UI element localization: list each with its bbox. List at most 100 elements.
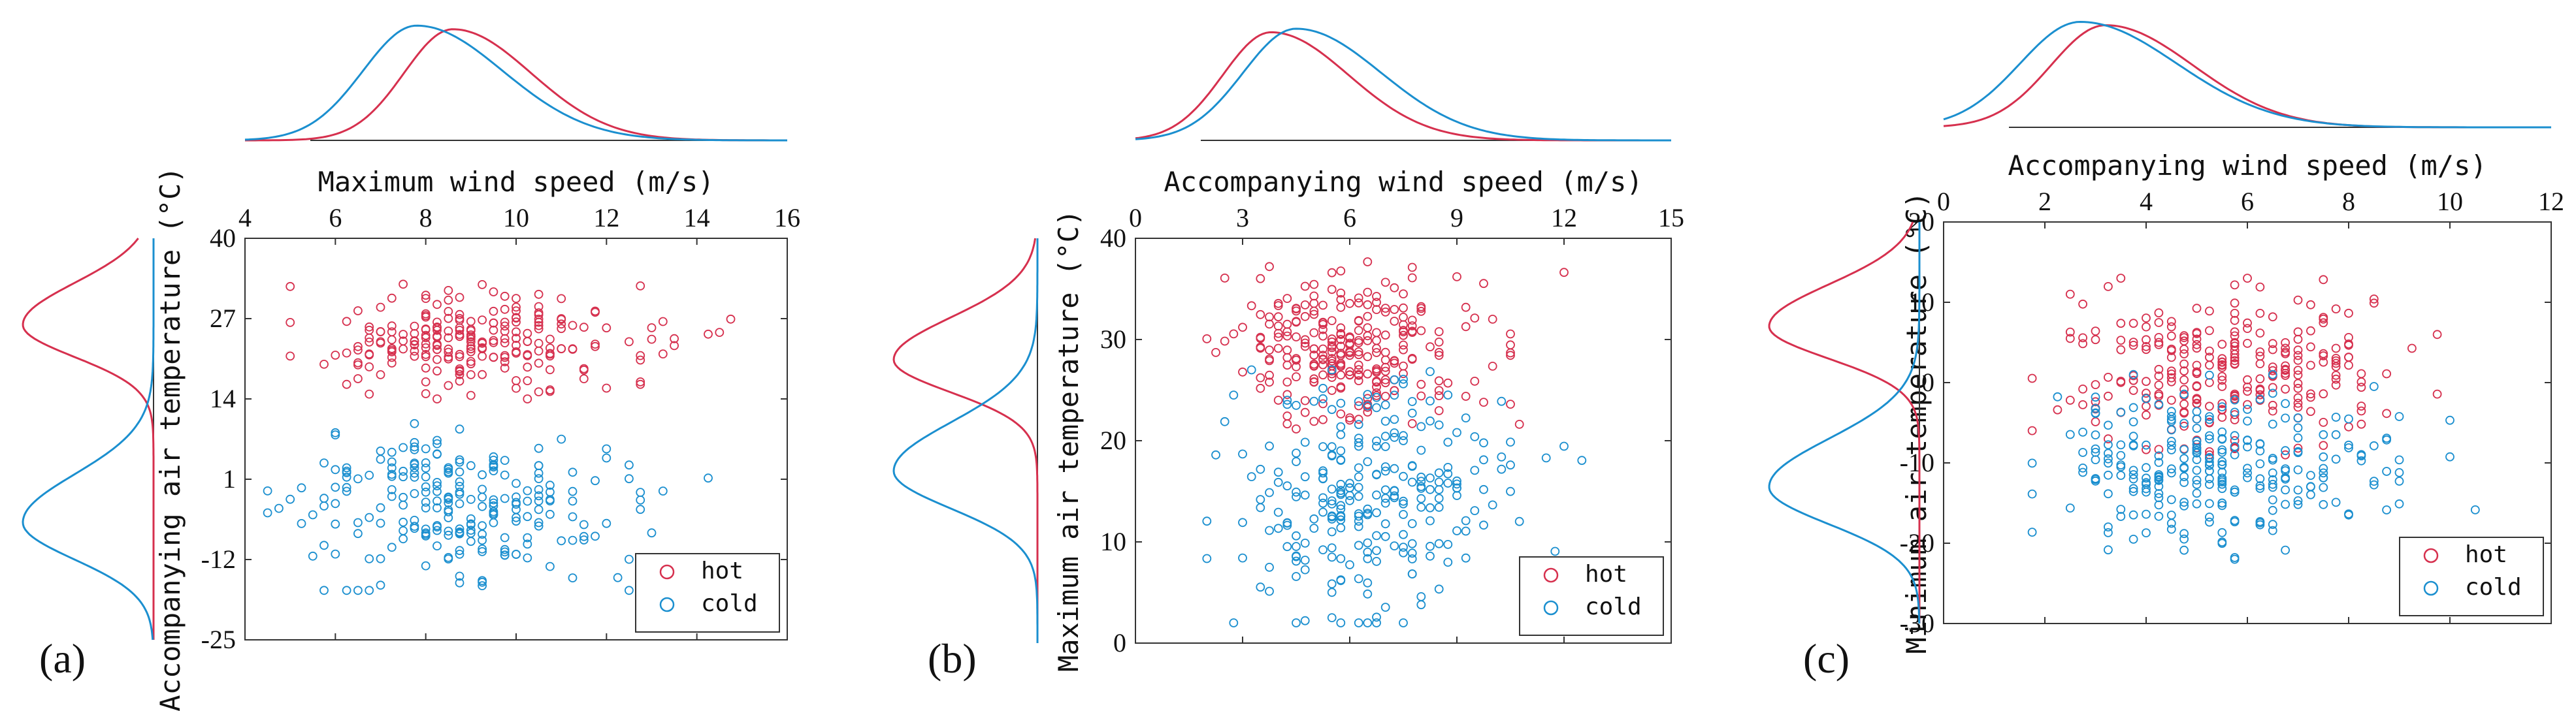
scatter-point-hot [455,367,465,376]
scatter-point-hot [636,377,645,387]
scatter-point-cold [444,494,453,504]
scatter-point-hot [1407,419,1417,428]
scatter-point-cold [2217,473,2227,483]
scatter-point-cold [1399,431,1408,441]
scatter-point-cold [1292,457,1301,466]
scatter-point-cold [387,471,397,481]
scatter-point-hot [432,325,442,335]
scatter-point-hot [478,315,487,325]
scatter-point-cold [1399,529,1408,539]
scatter-point-hot [478,279,487,289]
scatter-point-cold [1336,398,1346,408]
scatter-point-cold [2281,399,2291,408]
scatter-point-cold [2204,431,2214,441]
scatter-point-cold [2154,476,2164,485]
scatter-point-cold [602,518,611,528]
scatter-point-hot [2356,383,2366,392]
scatter-point-cold [512,550,521,559]
scatter-point-hot [2319,275,2328,285]
scatter-point-cold [1363,390,1373,399]
scatter-point-cold [534,461,544,471]
scatter-point-cold [1426,516,1435,526]
scatter-point-cold [342,482,351,492]
scatter-point-hot [376,338,385,348]
top-density-hot [1943,24,2551,129]
scatter-point-cold [1416,592,1426,601]
scatter-point-hot [2116,274,2126,283]
scatter-point-hot [1300,407,1310,417]
scatter-point-cold [2230,442,2240,451]
scatter-point-cold [2293,447,2303,456]
scatter-point-cold [2154,451,2164,461]
scatter-point-cold [1318,394,1328,403]
scatter-point-cold [2154,493,2164,503]
scatter-point-hot [523,328,532,338]
x-axis-label: Maximum wind speed (m/s) [318,166,715,198]
scatter-point-cold [1292,401,1301,410]
scatter-point-hot [2027,426,2037,435]
scatter-point-cold [1327,405,1337,415]
scatter-point-hot [455,352,465,362]
scatter-point-hot [353,306,363,315]
scatter-point-cold [2116,450,2126,460]
scatter-point-hot [546,343,555,353]
scatter-point-cold [2331,430,2341,439]
scatter-point-hot [1372,336,1381,345]
scatter-point-cold [319,458,329,467]
scatter-point-cold [399,443,408,452]
scatter-point-hot [500,321,510,331]
scatter-point-cold [2116,407,2126,417]
scatter-point-cold [1336,523,1346,533]
scatter-point-cold [534,496,544,506]
scatter-point-cold [444,498,453,507]
scatter-point-hot [2154,445,2164,454]
scatter-point-hot [1399,327,1408,337]
scatter-point-cold [613,573,623,582]
scatter-point-hot [557,319,566,329]
scatter-point-hot [2281,343,2291,353]
scatter-point-cold [2369,382,2379,391]
scatter-point-hot [2217,360,2227,370]
scatter-point-cold [2230,516,2240,525]
scatter-point-hot [523,337,532,346]
scatter-point-cold [1318,545,1328,554]
scatter-point-hot [2053,405,2062,415]
scatter-point-cold [1407,554,1417,563]
scatter-point-hot [2306,342,2315,352]
scatter-point-hot [2293,327,2303,337]
scatter-point-cold [455,550,465,559]
scatter-point-cold [421,444,431,454]
scatter-point-cold [1363,618,1373,627]
scatter-point-hot [387,321,397,331]
scatter-point-hot [1327,356,1337,366]
scatter-point-hot [2116,345,2126,355]
scatter-point-hot [1336,288,1346,298]
scatter-point-cold [1443,437,1453,447]
scatter-point-cold [274,503,284,513]
scatter-point-cold [1559,441,1569,451]
scatter-point-cold [2217,457,2227,466]
scatter-point-cold [2319,473,2328,482]
x-tick-label: 4 [2140,187,2153,216]
scatter-point-cold [1372,441,1381,451]
scatter-point-cold [1380,531,1390,541]
y-tick-label: -12 [201,545,236,574]
scatter-point-cold [2394,499,2404,509]
scatter-point-cold [2103,440,2113,450]
scatter-point-hot [466,347,476,356]
scatter-point-cold [331,482,340,492]
scatter-point-cold [2065,503,2075,513]
x-tick-label: 0 [1129,203,1142,232]
scatter-point-hot [1434,391,1444,400]
scatter-point-hot [2217,357,2227,367]
scatter-point-cold [1265,563,1274,572]
scatter-point-hot [2293,370,2303,380]
scatter-point-hot [534,314,544,324]
scatter-point-cold [2230,431,2240,441]
legend-label-hot: hot [1585,561,1627,588]
scatter-point-cold [1372,531,1381,541]
scatter-point-cold [568,512,578,522]
scatter-point-hot [2116,319,2126,328]
scatter-point-cold [2103,545,2113,555]
scatter-point-cold [1390,428,1399,437]
